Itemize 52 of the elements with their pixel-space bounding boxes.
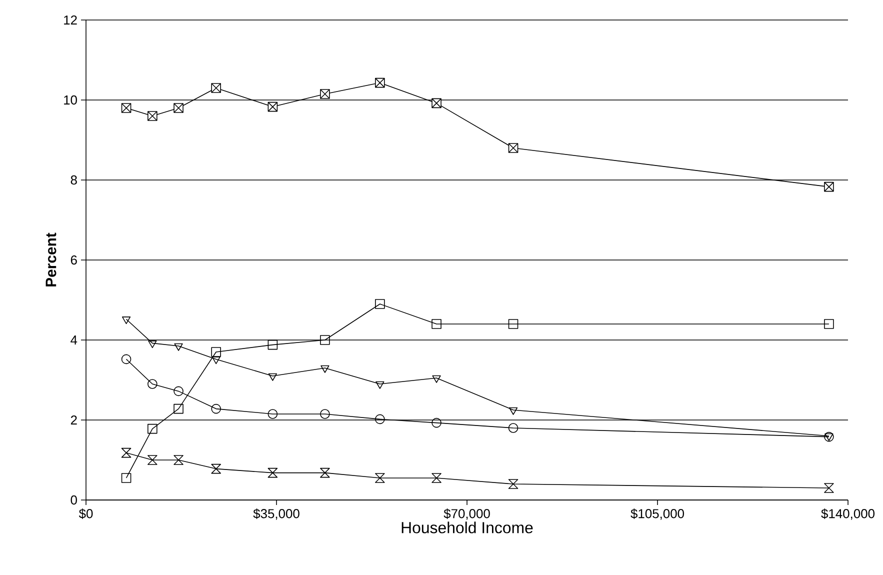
- point: [375, 473, 385, 483]
- point: [268, 468, 278, 478]
- y-tick-label: 8: [70, 175, 77, 185]
- point: [148, 379, 158, 389]
- x-tick-label: $35,000: [253, 508, 300, 520]
- point: [375, 414, 385, 424]
- point: [174, 404, 184, 414]
- point: [174, 343, 183, 351]
- point: [121, 473, 132, 483]
- point: [320, 365, 330, 373]
- y-tick-label: 6: [70, 255, 77, 265]
- point: [824, 483, 834, 493]
- point: [376, 381, 384, 389]
- point: [508, 319, 518, 329]
- point: [508, 423, 518, 433]
- point: [212, 356, 220, 364]
- point: [268, 409, 278, 419]
- point: [148, 424, 158, 434]
- point: [320, 409, 330, 419]
- point: [211, 347, 221, 357]
- x-tick-label: $70,000: [444, 508, 490, 520]
- y-tick-label: 0: [70, 495, 77, 505]
- point: [148, 340, 157, 348]
- y-axis-title: Percent: [46, 232, 56, 286]
- y-tick-label: 12: [64, 15, 77, 25]
- point: [174, 386, 184, 396]
- x-axis-title: Household Income: [402, 522, 533, 534]
- point: [320, 335, 330, 345]
- point: [824, 319, 834, 329]
- point: [121, 354, 132, 364]
- point: [268, 373, 277, 381]
- point: [432, 375, 441, 383]
- x-tick-label: $0: [78, 508, 93, 519]
- y-tick-label: 10: [64, 95, 77, 105]
- point: [211, 464, 221, 474]
- point: [268, 340, 278, 350]
- point: [122, 316, 131, 324]
- point: [320, 468, 330, 478]
- x-tick-label: $140,000: [821, 508, 875, 520]
- point: [432, 319, 442, 329]
- point: [148, 455, 158, 465]
- point: [211, 404, 221, 414]
- point: [432, 418, 442, 428]
- x-tick-label: $105,000: [630, 508, 684, 520]
- point: [508, 407, 518, 415]
- point: [375, 299, 385, 309]
- point: [432, 473, 442, 483]
- y-tick-label: 2: [70, 415, 77, 425]
- point: [508, 479, 518, 489]
- y-tick-label: 4: [70, 336, 78, 344]
- point: [174, 455, 184, 465]
- point: [121, 448, 132, 458]
